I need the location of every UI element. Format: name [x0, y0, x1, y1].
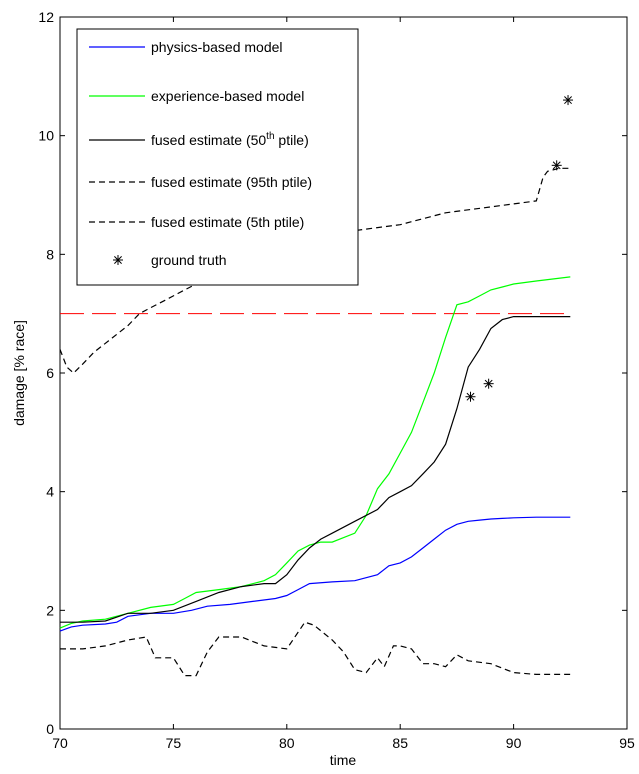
y-tick-label: 0 [46, 721, 54, 737]
series-line [60, 621, 571, 677]
star-stroke [564, 96, 572, 105]
y-tick-label: 2 [46, 602, 54, 618]
legend-item: experience-based model [89, 88, 304, 104]
ground-truth-point [563, 95, 574, 106]
legend-box [76, 28, 359, 286]
y-tick-label: 8 [46, 246, 54, 262]
legend: physics-based model experience-based mode… [76, 28, 359, 286]
star-stroke [484, 379, 493, 388]
legend-item: ground truth [113, 252, 227, 268]
series-line [60, 316, 571, 623]
legend-label: fused estimate (50th ptile) [151, 131, 309, 148]
x-tick-label: 95 [619, 735, 635, 751]
ground-truth-point [465, 391, 476, 402]
legend-item: fused estimate (95th ptile) [89, 174, 312, 190]
y-axis-label: damage [% race] [11, 320, 27, 426]
legend-label: ground truth [151, 252, 227, 268]
x-tick-label: 75 [166, 735, 182, 751]
x-tick-label: 80 [279, 735, 295, 751]
series-line [59, 276, 571, 629]
series-line [59, 516, 571, 632]
legend-item: fused estimate (50th ptile) [89, 131, 309, 148]
legend-label: fused estimate (5th ptile) [151, 214, 304, 230]
star-stroke [552, 161, 561, 170]
legend-label: physics-based model [151, 39, 283, 55]
legend-label: experience-based model [151, 88, 304, 104]
legend-label: fused estimate (95th ptile) [151, 174, 312, 190]
ground-truth-markers [465, 95, 574, 402]
legend-item: physics-based model [89, 39, 283, 55]
legend-item: fused estimate (5th ptile) [89, 214, 304, 230]
y-tick-label: 4 [46, 484, 54, 500]
star-stroke [114, 256, 122, 264]
x-tick-label: 85 [392, 735, 408, 751]
x-axis-label: time [330, 752, 357, 768]
ground-truth-point [483, 378, 494, 389]
y-tick-label: 12 [38, 9, 54, 25]
x-tick-label: 90 [506, 735, 522, 751]
star-stroke [466, 392, 475, 401]
legend-marker [113, 255, 123, 265]
x-tick-label: 70 [52, 735, 68, 751]
axes: 70 75 80 85 90 95 0 2 4 6 8 10 12 [38, 9, 635, 751]
ground-truth-point [551, 160, 562, 171]
y-tick-label: 10 [38, 128, 54, 144]
y-tick-label: 6 [46, 365, 54, 381]
legend-items: physics-based model experience-based mode… [89, 39, 312, 268]
